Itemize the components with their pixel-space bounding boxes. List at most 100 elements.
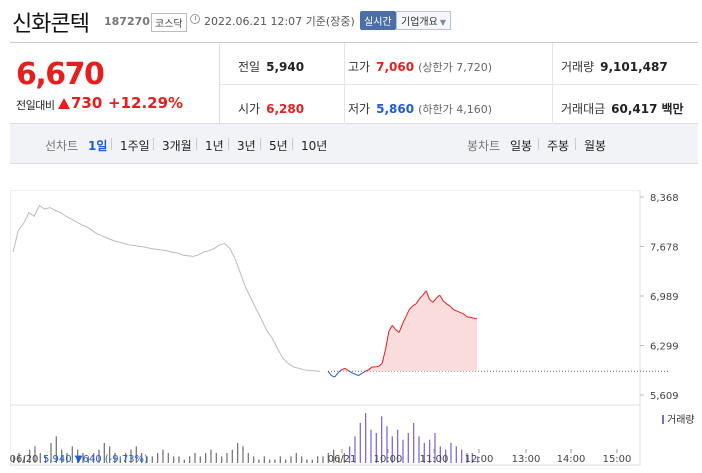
today-line-segment bbox=[378, 362, 383, 367]
volume: 거래량 9,101,487 bbox=[561, 60, 668, 74]
tab-monthly[interactable]: 월봉 bbox=[584, 139, 607, 153]
tab-1y[interactable]: 1년 bbox=[205, 139, 224, 153]
x-tick-label: 06/21 bbox=[328, 454, 357, 465]
divider bbox=[292, 138, 293, 150]
tab-1d[interactable]: 1일 bbox=[88, 139, 108, 153]
chart-period-tabs: 선차트 1일 1주일 3개월 1년 3년 5년 10년 봉차트 일봉 주봉 월봉 bbox=[10, 124, 698, 164]
tab-3y[interactable]: 3년 bbox=[237, 139, 256, 153]
today-line-segment bbox=[381, 348, 387, 364]
gain-area bbox=[328, 290, 477, 372]
tab-weekly[interactable]: 주봉 bbox=[547, 139, 570, 153]
volume-bar bbox=[242, 446, 244, 463]
volume-bar bbox=[290, 456, 292, 463]
volume-bar bbox=[343, 453, 345, 463]
volume-bar bbox=[306, 459, 308, 463]
change-amount: 730 bbox=[58, 94, 102, 112]
volume-bar bbox=[477, 456, 479, 463]
volume-bar bbox=[295, 453, 297, 463]
volume-bar bbox=[119, 456, 121, 463]
volume-bar bbox=[285, 459, 287, 463]
volume-bar bbox=[391, 436, 393, 463]
divider bbox=[153, 138, 154, 150]
volume-bar bbox=[354, 436, 356, 463]
volume-bar bbox=[413, 423, 415, 463]
y-tick-label: 7,678 bbox=[650, 243, 679, 254]
x-tick-label: 06/20 bbox=[10, 454, 38, 465]
volume-bar bbox=[141, 453, 143, 463]
today-line-segment bbox=[422, 290, 427, 296]
volume-bar bbox=[77, 449, 79, 463]
today-line-segment bbox=[402, 316, 407, 325]
company-info-button[interactable]: 기업개요 ▼ bbox=[396, 11, 451, 30]
volume-bar bbox=[93, 453, 95, 463]
price-summary: 6,670 전일대비 730 +12.29% 전일 5,940 고가 7,060 (상… bbox=[10, 42, 698, 125]
candle-chart-title: 봉차트 bbox=[467, 139, 501, 153]
volume-bar bbox=[82, 453, 84, 463]
divider bbox=[228, 138, 229, 150]
volume-bar bbox=[439, 446, 441, 463]
volume-bar bbox=[189, 456, 191, 463]
tab-10y[interactable]: 10년 bbox=[301, 139, 328, 153]
tab-1w[interactable]: 1주일 bbox=[120, 139, 150, 153]
volume-bar bbox=[407, 433, 409, 463]
today-line-segment bbox=[473, 317, 478, 320]
change-label: 전일대비 bbox=[16, 99, 55, 112]
volume-bar bbox=[221, 456, 223, 463]
volume-bar bbox=[418, 436, 420, 463]
clock-icon bbox=[190, 14, 200, 24]
volume-bar bbox=[322, 456, 324, 463]
divider bbox=[111, 138, 112, 150]
volume-bar bbox=[178, 456, 180, 463]
tab-5y[interactable]: 5년 bbox=[269, 139, 288, 153]
volume-frame bbox=[10, 404, 641, 466]
divider bbox=[196, 138, 197, 150]
volume-bar bbox=[205, 453, 207, 463]
tab-3m[interactable]: 3개월 bbox=[162, 139, 192, 153]
today-line-segment bbox=[463, 313, 468, 318]
today-line-segment bbox=[354, 373, 359, 377]
today-line-segment bbox=[388, 325, 393, 332]
volume-bar bbox=[13, 456, 15, 463]
volume-bar bbox=[135, 446, 137, 463]
divider bbox=[260, 138, 261, 150]
today-line-segment bbox=[439, 294, 444, 302]
today-line-segment bbox=[412, 303, 417, 307]
volume-bar bbox=[103, 443, 105, 463]
volume-bar bbox=[269, 459, 271, 463]
tab-daily[interactable]: 일봉 bbox=[510, 139, 533, 153]
volume-bar bbox=[183, 459, 185, 463]
today-line-segment bbox=[408, 305, 414, 310]
volume-bar bbox=[455, 446, 457, 463]
change-percent: +12.29% bbox=[108, 94, 184, 112]
company-info-label: 기업개요 bbox=[401, 17, 438, 28]
today-line-segment bbox=[415, 298, 420, 305]
today-line-segment bbox=[405, 309, 410, 317]
volume-bar bbox=[71, 446, 73, 463]
line-chart-title: 선차트 bbox=[45, 139, 79, 153]
price-chart[interactable]: 8,368 7,678 6,989 6,299 5,609 06/20 06/21 10:00… bbox=[10, 190, 702, 473]
today-line-segment bbox=[341, 367, 346, 371]
day-low: 저가 5,860 (하한가 4,160) bbox=[348, 102, 492, 116]
today-line-segment bbox=[395, 329, 400, 333]
today-line-segment bbox=[466, 316, 471, 318]
volume-bar bbox=[263, 456, 265, 463]
volume-bar bbox=[445, 449, 447, 463]
current-price-box: 6,670 전일대비 730 +12.29% bbox=[10, 43, 220, 125]
trade-amount: 거래대금 60,417 백만 bbox=[561, 102, 684, 116]
volume-bar bbox=[429, 439, 431, 463]
volume-bar bbox=[359, 423, 361, 463]
today-line-segment bbox=[442, 300, 447, 305]
volume-bar bbox=[29, 449, 31, 463]
volume-swatch bbox=[662, 415, 664, 424]
today-line-segment bbox=[361, 370, 366, 374]
volume-bar bbox=[125, 453, 127, 463]
volume-bar bbox=[274, 459, 276, 463]
today-line-segment bbox=[327, 370, 332, 376]
today-line-segment bbox=[446, 303, 451, 307]
open-price: 시가 6,280 bbox=[238, 102, 305, 116]
y-tick-label: 5,609 bbox=[650, 391, 679, 402]
volume-bar bbox=[114, 453, 116, 463]
x-tick-label: 12:00 bbox=[465, 454, 494, 465]
volume-bar bbox=[338, 456, 340, 463]
x-tick-label: 10:00 bbox=[374, 454, 403, 465]
